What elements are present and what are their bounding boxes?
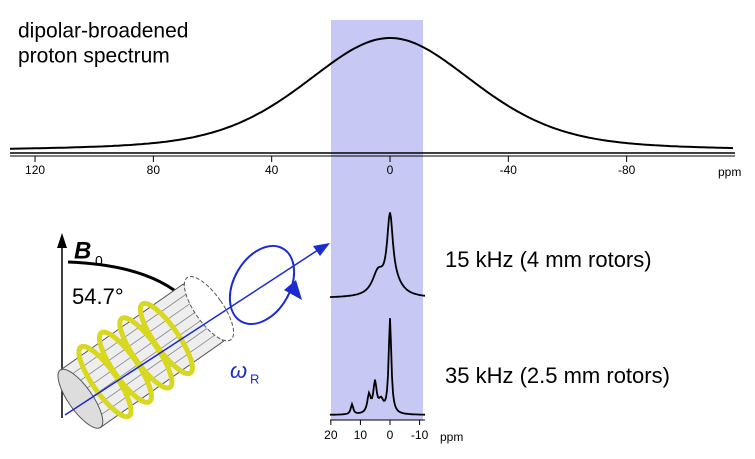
mas-spectrum [329,212,426,298]
tick-label: 20 [324,428,338,442]
window-band [331,20,423,420]
field-label: B [74,237,91,264]
broad-spectrum [10,37,734,150]
trace-label: 15 kHz (4 mm rotors) [445,247,652,272]
field-subscript: 0 [95,253,103,269]
spectrum-label: proton spectrum [18,45,170,68]
tick-label: 0 [387,428,394,442]
tick-label: 10 [354,428,368,442]
tick-label: -40 [500,163,518,177]
trace-label: 35 kHz (2.5 mm rotors) [445,363,670,388]
mas-spectrum [330,318,425,416]
angle-label: 54.7° [72,284,124,309]
tick-label: 40 [265,163,279,177]
tick-label: 120 [25,163,45,177]
tick-label: 0 [387,163,394,177]
omega-subscript: R [250,371,259,386]
tick-label: -10 [411,428,429,442]
rotor-illustration [57,233,330,429]
axis-unit: ppm [718,165,741,179]
tick-label: -80 [618,163,636,177]
omega-label: ω [230,358,247,383]
axis-unit: ppm [440,430,463,444]
tick-label: 80 [147,163,161,177]
spectrum-label: dipolar-broadened [18,20,188,43]
